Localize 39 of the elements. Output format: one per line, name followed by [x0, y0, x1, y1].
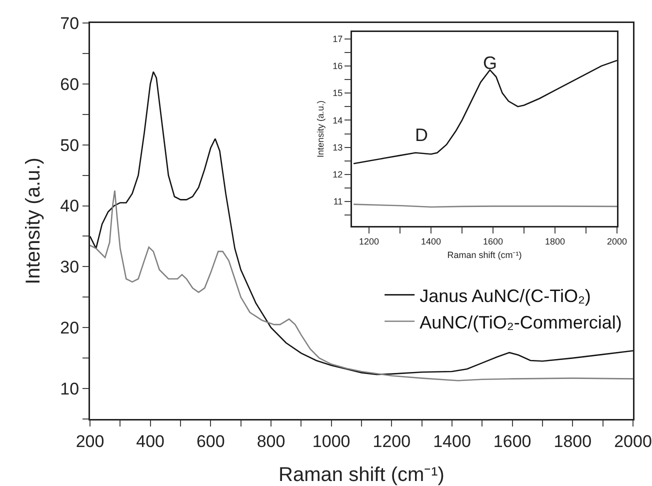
y-tick-label: 50	[60, 136, 80, 155]
y-tick-label: 14	[332, 115, 343, 126]
x-tick-label: 1600	[483, 236, 504, 246]
annotation: D	[415, 125, 428, 145]
line-series	[90, 190, 633, 382]
x-tick-label: 1000	[312, 432, 350, 451]
x-tick-label: 400	[136, 432, 165, 451]
y-tick-label: 13	[332, 142, 343, 152]
x-tick-label: 1800	[554, 432, 592, 451]
x-axis-title: Raman shift (cm⁻¹)	[278, 464, 444, 486]
line-series	[90, 71, 633, 376]
y-tick-label: 10	[60, 379, 80, 398]
y-tick-label: 60	[60, 74, 80, 94]
x-axis-title: Raman shift (cm⁻¹)	[447, 250, 522, 260]
x-tick-label: 2000	[606, 236, 628, 246]
y-tick-label: 16	[332, 61, 343, 72]
x-tick-label: 1400	[433, 432, 471, 451]
y-tick-label: 17	[332, 34, 343, 44]
y-tick-label: 12	[332, 170, 343, 180]
y-tick-label: 40	[60, 196, 80, 216]
y-tick-label: 70	[60, 14, 80, 33]
x-tick-label: 1200	[372, 432, 411, 451]
x-tick-label: 200	[76, 432, 104, 451]
x-tick-label: 2000	[614, 432, 652, 451]
y-tick-label: 20	[60, 318, 80, 338]
x-tick-label: 1200	[359, 236, 380, 246]
legend-label: Janus AuNC/(C-TiO₂)	[420, 286, 591, 306]
annotation: G	[483, 53, 498, 73]
x-tick-label: 1400	[421, 236, 442, 246]
x-tick-label: 800	[256, 432, 286, 451]
x-tick-label: 600	[196, 432, 225, 451]
y-tick-label: 11	[333, 196, 343, 207]
x-tick-label: 1600	[493, 432, 532, 451]
y-tick-label: 30	[60, 258, 80, 277]
y-axis-title: Intensity (a.u.)	[316, 100, 326, 158]
y-tick-label: 15	[332, 88, 343, 98]
x-tick-label: 1800	[544, 236, 566, 246]
y-axis-title: Intensity (a.u.)	[22, 158, 44, 284]
legend-label: AuNC/(TiO₂-Commercial)	[420, 312, 622, 332]
